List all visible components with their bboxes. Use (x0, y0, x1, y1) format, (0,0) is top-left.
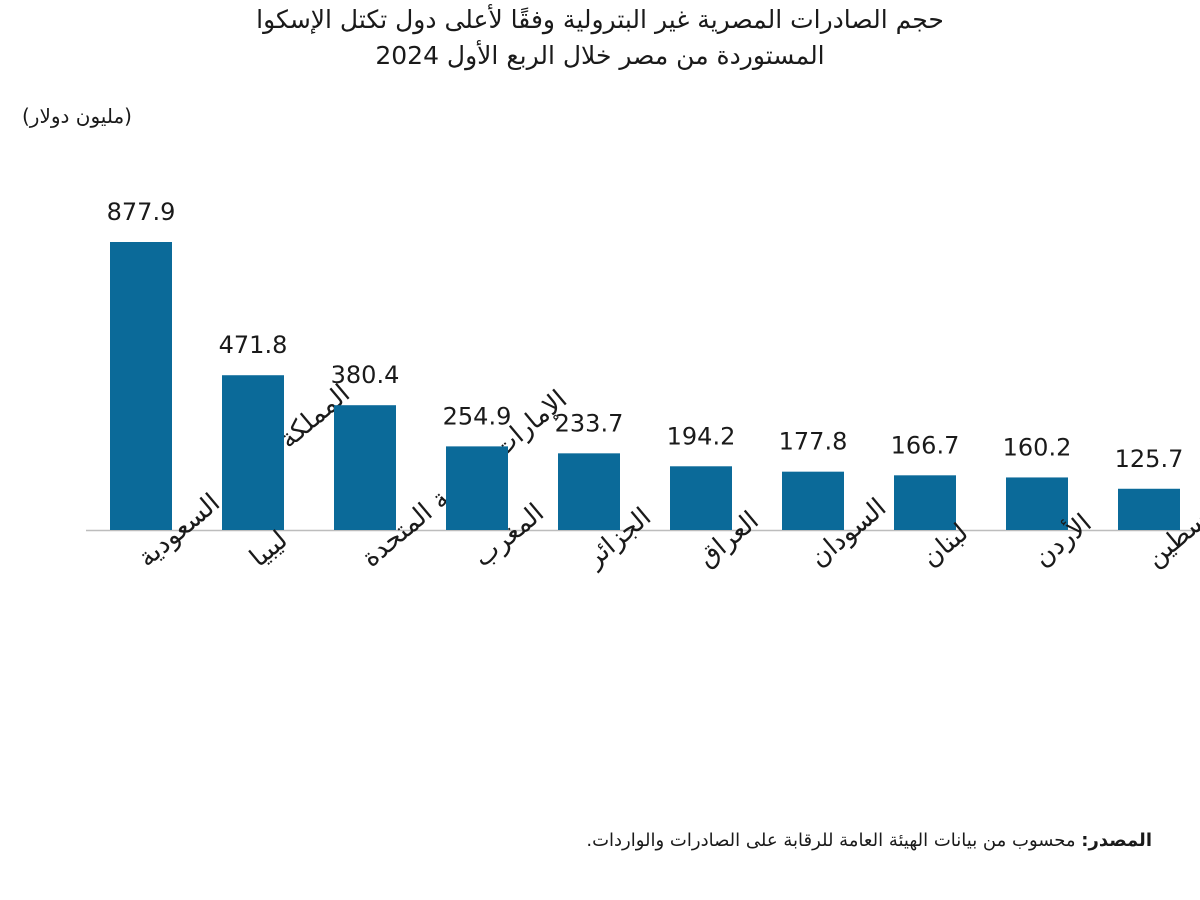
data-label: 471.8 (219, 331, 288, 359)
bar (334, 405, 396, 530)
data-label: 166.7 (891, 431, 960, 459)
bar (670, 466, 732, 530)
data-label: 160.2 (1003, 433, 1072, 461)
data-label: 177.8 (779, 428, 848, 456)
source-label: المصدر: (1081, 830, 1152, 851)
bar (1118, 488, 1180, 530)
chart-title: حجم الصادرات المصرية غير البترولية وفقًا… (0, 0, 1200, 74)
data-label: 233.7 (555, 409, 624, 437)
bar (110, 242, 172, 530)
bar (1006, 477, 1068, 530)
bar (782, 471, 844, 530)
chart-title-line-2: المستوردة من مصر خلال الربع الأول 2024 (375, 41, 825, 70)
chart-title-line-1: حجم الصادرات المصرية غير البترولية وفقًا… (256, 5, 944, 34)
source-note: المصدر: محسوب من بيانات الهيئة العامة لل… (586, 830, 1152, 851)
source-text: محسوب من بيانات الهيئة العامة للرقابة عل… (586, 830, 1076, 851)
category-label: ليبيا (244, 525, 293, 573)
bar (446, 446, 508, 530)
data-label: 254.9 (443, 402, 512, 430)
bar (558, 453, 620, 530)
bar (894, 475, 956, 530)
data-label: 125.7 (1115, 445, 1184, 473)
data-label: 194.2 (667, 422, 736, 450)
unit-label: (مليون دولار) (22, 104, 132, 128)
data-label: 877.9 (107, 198, 176, 226)
data-label: 380.4 (331, 361, 400, 389)
bar (222, 375, 284, 530)
